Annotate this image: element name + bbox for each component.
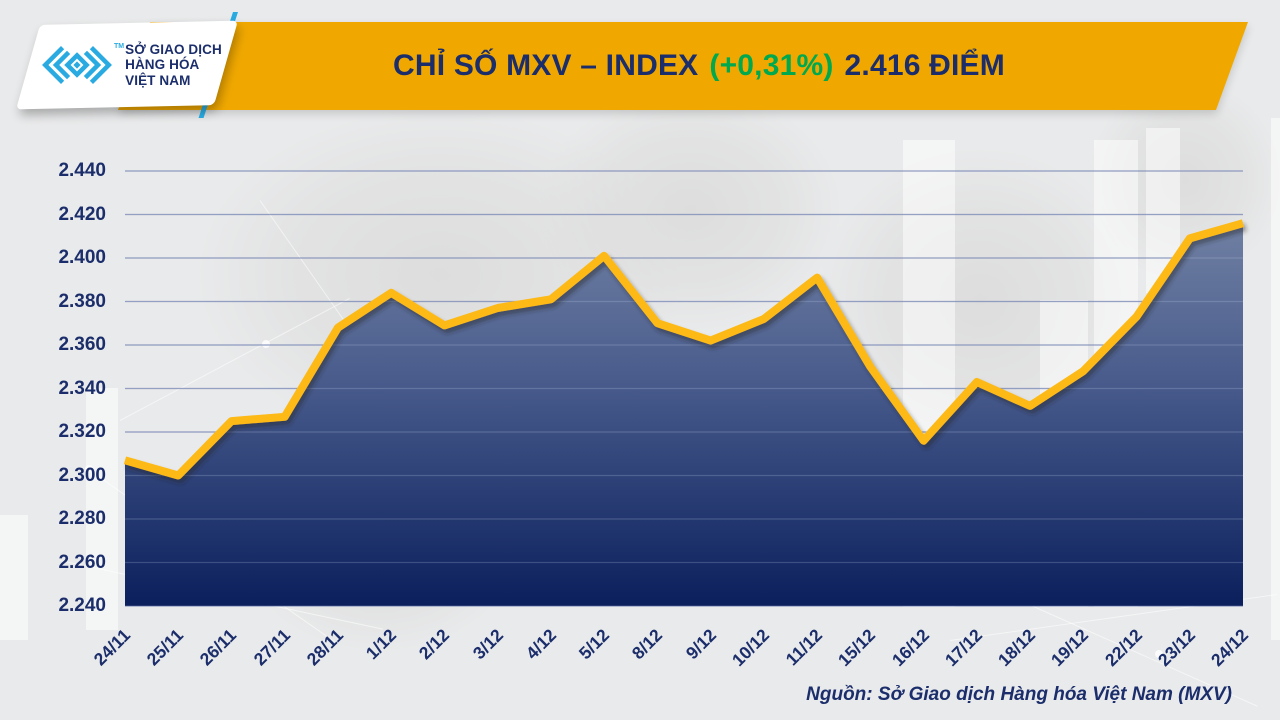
mxv-logo-card: TM SỞ GIAO DỊCH HÀNG HÓA VIỆT NAM bbox=[16, 20, 238, 110]
index-line bbox=[123, 219, 1245, 480]
background-bar-silhouette bbox=[1271, 118, 1280, 640]
mxv-logo: TM SỞ GIAO DỊCH HÀNG HÓA VIỆT NAM bbox=[28, 23, 226, 107]
y-axis-label: 2.420 bbox=[58, 203, 106, 225]
y-axis-label: 2.240 bbox=[58, 595, 106, 616]
trademark-label: TM bbox=[114, 43, 125, 50]
y-axis-label: 2.320 bbox=[58, 421, 106, 442]
title-change-percent: (+0,31%) bbox=[709, 49, 834, 82]
y-axis-label: 2.380 bbox=[58, 290, 106, 312]
title-index-value: 2.416 ĐIỂM bbox=[844, 49, 1005, 82]
logo-text-line: VIỆT NAM bbox=[125, 72, 191, 88]
y-axis-label: 2.280 bbox=[58, 508, 106, 529]
mxv-logo-icon bbox=[42, 46, 112, 84]
y-axis-label: 2.300 bbox=[58, 464, 106, 486]
index-area bbox=[125, 223, 1243, 606]
background-bar-silhouette bbox=[86, 388, 118, 630]
header-banner: CHỈ SỐ MXV – INDEX (+0,31%) 2.416 ĐIỂM bbox=[117, 22, 1249, 110]
source-caption: Nguồn: Sở Giao dịch Hàng hóa Việt Nam (M… bbox=[806, 684, 1232, 705]
y-axis-label: 2.400 bbox=[58, 247, 106, 268]
gridlines-overlay bbox=[125, 170, 1243, 607]
network-dot bbox=[1155, 650, 1163, 658]
y-axis-label: 2.440 bbox=[58, 160, 106, 181]
y-axis-label: 2.260 bbox=[58, 551, 106, 573]
y-axis-label: 2.340 bbox=[58, 377, 106, 399]
logo-text-line: HÀNG HÓA bbox=[125, 57, 200, 73]
background-bar-silhouette bbox=[0, 515, 28, 640]
logo-text-line: SỞ GIAO DỊCH bbox=[125, 42, 222, 58]
network-dot bbox=[85, 465, 93, 473]
title-prefix: CHỈ SỐ MXV – INDEX bbox=[393, 49, 699, 82]
network-dot bbox=[262, 340, 270, 348]
logo-text: SỞ GIAO DỊCH HÀNG HÓA VIỆT NAM bbox=[125, 42, 222, 88]
page-title: CHỈ SỐ MXV – INDEX (+0,31%) 2.416 ĐIỂM bbox=[150, 22, 1248, 110]
y-axis-label: 2.360 bbox=[58, 334, 106, 355]
